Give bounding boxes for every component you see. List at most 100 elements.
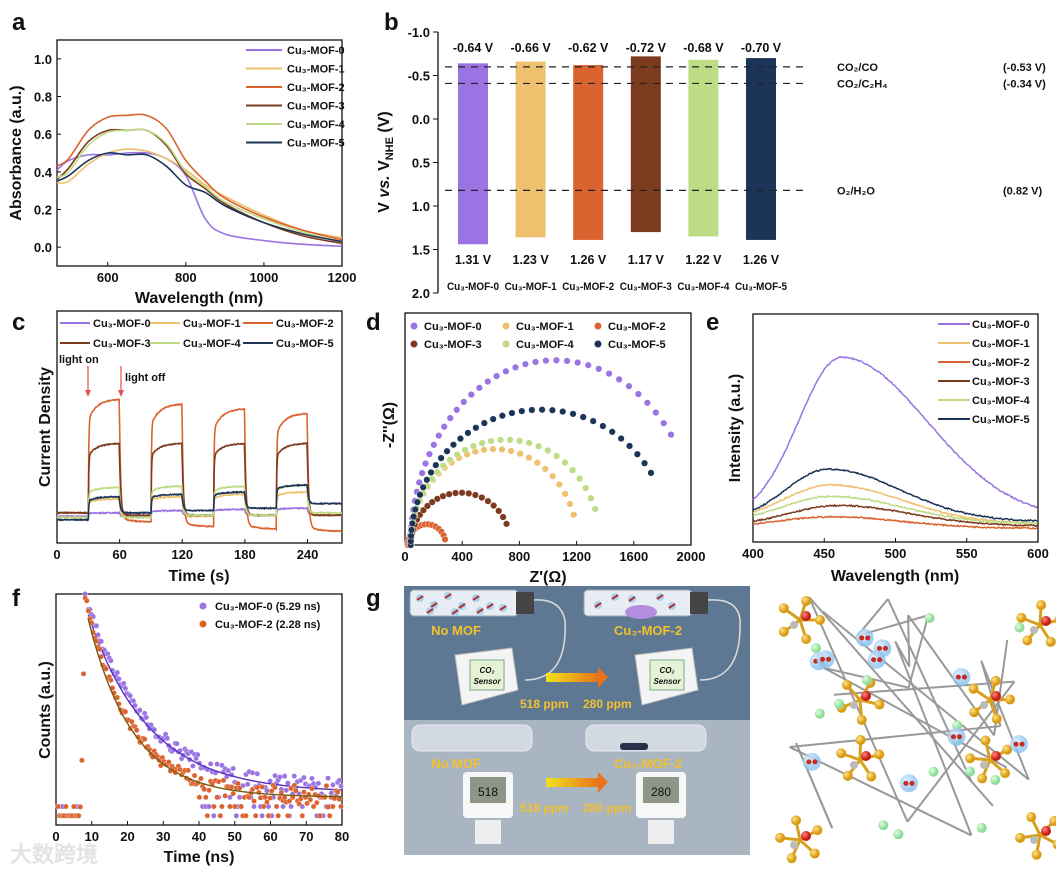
- cu-atom: [801, 634, 812, 645]
- data-point: [285, 813, 291, 819]
- sensor-label-text: Sensor: [653, 677, 681, 686]
- data-point: [228, 784, 235, 790]
- fit-curve-0: [87, 614, 343, 791]
- x-tick-label: 10: [85, 829, 99, 844]
- x-tick-label: 30: [156, 829, 170, 844]
- mof-crystal-structure: [775, 595, 1056, 864]
- legend-label: Cu₃-MOF-4: [183, 338, 242, 350]
- reference-value: (-0.34 V): [1003, 78, 1046, 90]
- x-tick-label: 800: [175, 270, 197, 285]
- legend-label: Cu₃-MOF-1: [972, 338, 1030, 350]
- data-point: [544, 447, 552, 455]
- data-point: [626, 442, 634, 450]
- data-point: [439, 492, 447, 500]
- data-point: [428, 498, 436, 506]
- cu-atom: [874, 699, 885, 710]
- data-point: [317, 813, 323, 819]
- co2-guest: [951, 734, 957, 740]
- co2-guest: [855, 628, 874, 647]
- series-line-3: [56, 441, 343, 519]
- data-point: [307, 796, 314, 803]
- data-point: [330, 803, 336, 810]
- legend-label: Cu₃-MOF-4: [287, 119, 346, 131]
- data-point: [408, 526, 416, 534]
- data-point: [260, 803, 267, 810]
- data-point: [233, 813, 240, 819]
- label-mof: Cu₃-MOF-2: [614, 623, 682, 638]
- panel-f-trpl-chart: 0 10 20 30 40 50 60 70 80 Cu₃-MOF-0 (5.29 ns) Cu₃-…: [52, 591, 349, 844]
- data-point: [552, 356, 560, 364]
- cu-atom: [841, 679, 852, 690]
- legend-label: Cu₃-MOF-2: [287, 82, 345, 94]
- data-point: [238, 803, 244, 810]
- data-point: [446, 456, 454, 464]
- data-point: [243, 813, 249, 819]
- data-point: [413, 498, 421, 506]
- sensor-co2-text: CO₂: [659, 666, 674, 675]
- cu-atom: [980, 735, 991, 746]
- data-point: [206, 787, 212, 793]
- co2-guest: [802, 752, 821, 771]
- cu-atom: [809, 848, 820, 859]
- data-point: [574, 359, 582, 367]
- data-point: [643, 399, 651, 407]
- ylabel-part: (V): [376, 111, 393, 137]
- cu-atom: [1031, 849, 1042, 860]
- data-point: [269, 788, 275, 794]
- legend-label: Cu₃-MOF-0 (5.29 ns): [215, 601, 321, 613]
- ylabel-part: NHE: [384, 137, 396, 160]
- light-off-arrow-icon: [118, 390, 124, 397]
- oxygen-atom: [1041, 616, 1051, 626]
- y-tick-label: 1.0: [34, 52, 52, 67]
- panel-e-xlabel: Wavelength (nm): [831, 568, 959, 585]
- data-point: [304, 800, 310, 807]
- y-tick-label: 0.2: [34, 203, 52, 218]
- data-point: [453, 451, 461, 459]
- data-point: [164, 735, 170, 741]
- data-point: [460, 398, 468, 406]
- data-point: [264, 787, 270, 794]
- carbon-atom: [850, 761, 858, 769]
- data-point: [96, 646, 103, 652]
- data-point: [293, 788, 299, 794]
- data-point: [451, 489, 459, 497]
- cu-atom: [812, 825, 823, 836]
- co2-guest: [961, 674, 967, 680]
- co2-guest: [877, 657, 883, 663]
- data-point: [251, 798, 257, 804]
- linker-bond: [789, 725, 1001, 749]
- data-point: [419, 506, 427, 514]
- linker-bond: [894, 640, 911, 668]
- ylabel-part: V: [376, 198, 393, 213]
- data-point: [286, 798, 293, 804]
- co2-molecule-icon: [628, 596, 636, 602]
- data-point: [80, 671, 87, 677]
- data-point: [137, 707, 143, 713]
- data-point: [549, 472, 557, 480]
- x-tick-label: 600: [1027, 546, 1049, 561]
- x-tick-label: 1200: [562, 549, 591, 564]
- data-point: [309, 775, 315, 782]
- data-point: [211, 803, 217, 810]
- co2-guest: [867, 650, 886, 669]
- data-point: [535, 442, 543, 450]
- data-point: [120, 680, 127, 687]
- y-tick-label: 2.0: [412, 286, 430, 301]
- cb-label: -0.68 V: [683, 41, 724, 55]
- category-label: Cu₃-MOF-5: [735, 281, 787, 293]
- data-point: [252, 813, 259, 819]
- x-tick-label: 450: [813, 546, 835, 561]
- oxygen-atom: [1041, 826, 1051, 836]
- data-point: [561, 490, 569, 498]
- data-point: [480, 446, 488, 454]
- category-label: Cu₃-MOF-4: [677, 281, 730, 293]
- co2-molecule-icon: [458, 603, 466, 609]
- legend-label: Cu₃-MOF-1: [287, 64, 345, 76]
- legend-label: Cu₃-MOF-5: [276, 338, 334, 350]
- data-point: [449, 441, 457, 449]
- data-point: [249, 769, 256, 776]
- data-point: [108, 657, 114, 664]
- oxygen-atom: [861, 691, 871, 701]
- panel-label-g: g: [366, 585, 381, 612]
- legend-label: Cu₃-MOF-2: [608, 321, 666, 333]
